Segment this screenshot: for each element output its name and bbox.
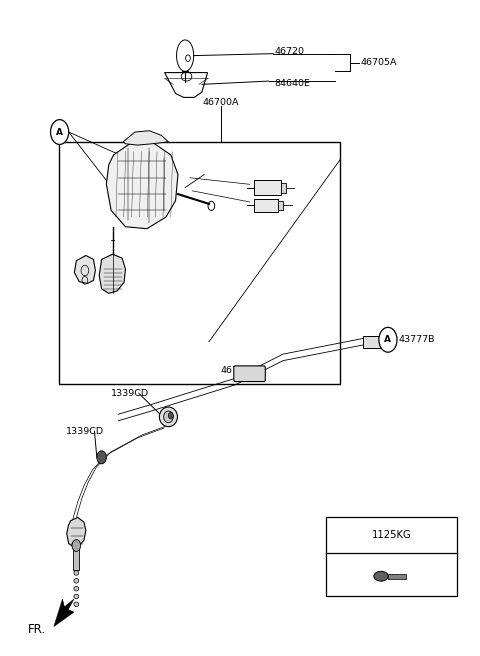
Bar bbox=[326, 518, 457, 596]
Text: A: A bbox=[384, 335, 391, 344]
Ellipse shape bbox=[74, 571, 79, 575]
Polygon shape bbox=[107, 142, 178, 229]
Bar bbox=[254, 199, 278, 212]
Ellipse shape bbox=[159, 407, 178, 426]
Circle shape bbox=[50, 119, 69, 144]
Bar bbox=[363, 336, 383, 348]
Bar bbox=[73, 545, 79, 569]
Text: 46700A: 46700A bbox=[203, 98, 239, 107]
Ellipse shape bbox=[74, 579, 79, 583]
Circle shape bbox=[168, 412, 173, 419]
Bar bbox=[281, 182, 286, 193]
Ellipse shape bbox=[74, 586, 79, 591]
Text: 43777B: 43777B bbox=[398, 335, 435, 344]
Text: FR.: FR. bbox=[28, 623, 46, 636]
Bar bbox=[388, 573, 406, 579]
Text: 46790: 46790 bbox=[220, 366, 250, 375]
Circle shape bbox=[97, 451, 107, 464]
Text: 84640E: 84640E bbox=[275, 79, 310, 88]
Ellipse shape bbox=[74, 602, 79, 607]
Ellipse shape bbox=[374, 571, 388, 581]
Circle shape bbox=[379, 327, 397, 352]
Polygon shape bbox=[67, 518, 86, 547]
Text: 46705A: 46705A bbox=[360, 58, 397, 68]
Polygon shape bbox=[74, 255, 96, 283]
Bar bbox=[254, 180, 281, 195]
Circle shape bbox=[72, 540, 81, 552]
Circle shape bbox=[382, 337, 389, 346]
Polygon shape bbox=[54, 599, 74, 626]
Bar bbox=[278, 201, 283, 210]
Text: 1339CD: 1339CD bbox=[111, 389, 149, 398]
Polygon shape bbox=[123, 131, 168, 145]
Ellipse shape bbox=[74, 594, 79, 599]
Text: A: A bbox=[56, 127, 63, 136]
Text: 1125KG: 1125KG bbox=[372, 529, 411, 540]
Ellipse shape bbox=[164, 411, 173, 422]
Polygon shape bbox=[99, 254, 125, 293]
Text: 1339CD: 1339CD bbox=[66, 426, 104, 436]
Bar bbox=[59, 142, 340, 384]
Text: 46720: 46720 bbox=[275, 47, 304, 56]
FancyBboxPatch shape bbox=[234, 366, 265, 382]
